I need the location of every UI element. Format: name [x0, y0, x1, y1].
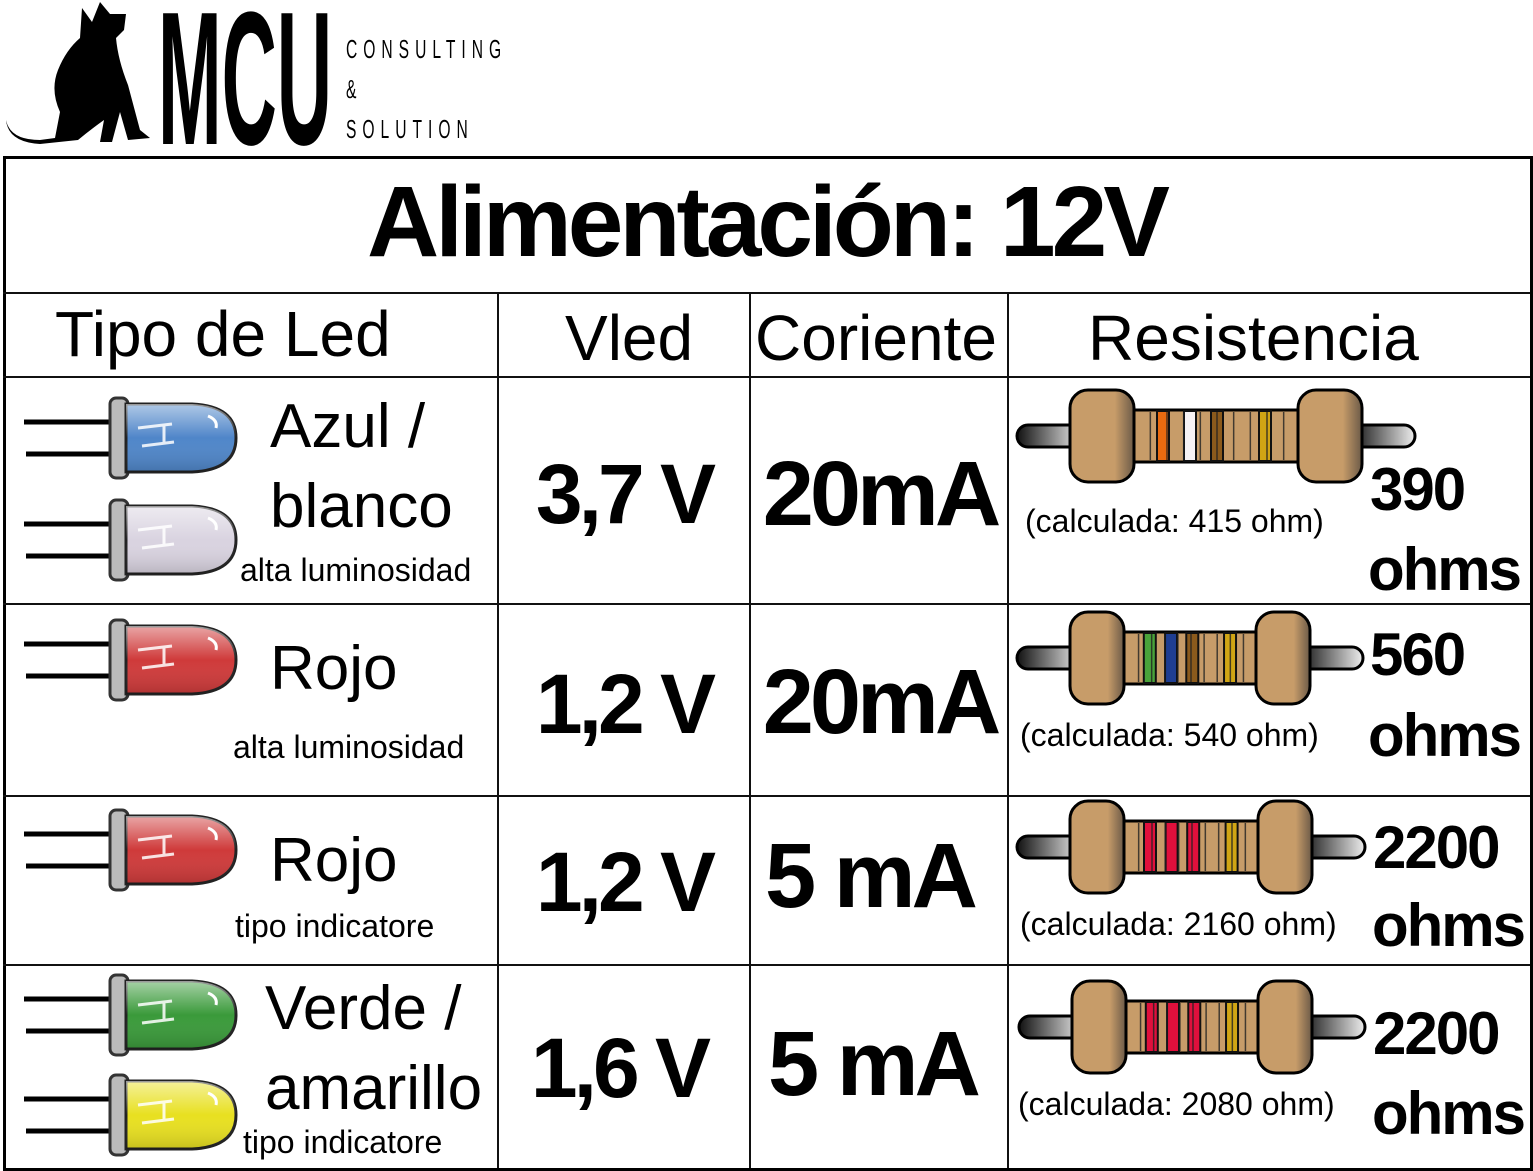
resistance-value: 560	[1370, 621, 1466, 688]
current-value: 5 mA	[768, 1013, 981, 1115]
resistor-band	[1164, 632, 1179, 684]
led-name: Azul /	[270, 392, 426, 461]
table-border	[3, 156, 1533, 1171]
led-name: Rojo	[270, 634, 398, 703]
current-value: 20mA	[762, 651, 1002, 753]
resistor-band	[1156, 410, 1170, 462]
resistor-band	[1185, 632, 1200, 684]
logo-brand-wrap: MCU	[158, 0, 332, 185]
led-name: blanco	[270, 472, 453, 541]
led-name: amarillo	[265, 1054, 483, 1123]
vled-value: 1,6 V	[530, 1021, 711, 1115]
divider	[749, 293, 751, 1168]
divider	[3, 603, 1530, 605]
logo-line2: &	[346, 74, 357, 104]
calculated-resistance: (calculada: 540 ohm)	[1020, 717, 1319, 753]
resistor-band	[1187, 1001, 1202, 1053]
logo-line3: SOLUTION	[346, 114, 474, 144]
led-name: Rojo	[270, 826, 398, 895]
vled-value: 1,2 V	[535, 835, 716, 929]
page-title: Alimentación: 12V	[367, 166, 1170, 278]
led-name: Verde /	[265, 974, 462, 1043]
header-led-type: Tipo de Led	[55, 298, 391, 370]
resistance-value: 2200	[1373, 814, 1500, 881]
divider	[1007, 293, 1009, 1168]
current-value: 5 mA	[765, 825, 978, 927]
led-icon	[24, 396, 238, 480]
resistor-band	[1258, 410, 1272, 462]
divider	[3, 795, 1530, 797]
resistor-band	[1142, 632, 1157, 684]
divider	[3, 376, 1530, 378]
calculated-resistance: (calculada: 415 ohm)	[1025, 503, 1324, 539]
resistor-icon	[1015, 388, 1417, 484]
led-icon	[24, 973, 238, 1057]
divider	[497, 293, 499, 1168]
resistance-unit: ohms	[1368, 702, 1522, 769]
resistor-icon	[1015, 610, 1365, 706]
led-note: tipo indicatore	[243, 1124, 443, 1160]
resistor-icon	[1017, 979, 1367, 1075]
resistance-value: 390	[1370, 456, 1466, 523]
current-value: 20mA	[762, 443, 1002, 545]
header-vled: Vled	[565, 302, 694, 374]
resistance-unit: ohms	[1372, 892, 1526, 959]
led-note: tipo indicatore	[235, 908, 435, 944]
resistor-band	[1164, 821, 1179, 873]
header-current: Coriente	[755, 302, 997, 374]
led-icon	[24, 808, 238, 892]
resistance-unit: ohms	[1372, 1080, 1526, 1147]
logo-brand: MCU	[158, 0, 332, 185]
resistor-icon	[1015, 799, 1367, 895]
resistor-band	[1143, 821, 1157, 873]
resistor-band	[1186, 821, 1201, 873]
dog-silhouette-icon	[6, 2, 150, 144]
resistor-band	[1183, 410, 1197, 462]
logo-line1: CONSULTING	[346, 34, 508, 64]
led-icon	[24, 618, 238, 702]
resistor-band	[1144, 1001, 1159, 1053]
resistance-unit: ohms	[1368, 536, 1522, 603]
vled-value: 1,2 V	[535, 657, 716, 751]
calculated-resistance: (calculada: 2080 ohm)	[1018, 1086, 1335, 1122]
led-note: alta luminosidad	[233, 729, 465, 765]
vled-value: 3,7 V	[535, 447, 716, 541]
divider	[3, 292, 1530, 294]
led-icon	[24, 1073, 238, 1157]
led-icon	[24, 498, 238, 582]
resistor-band	[1166, 1001, 1181, 1053]
led-note: alta luminosidad	[240, 552, 472, 588]
calculated-resistance: (calculada: 2160 ohm)	[1020, 906, 1337, 942]
divider	[3, 964, 1530, 966]
header-resistance: Resistencia	[1088, 302, 1419, 374]
resistance-value: 2200	[1373, 1000, 1500, 1067]
